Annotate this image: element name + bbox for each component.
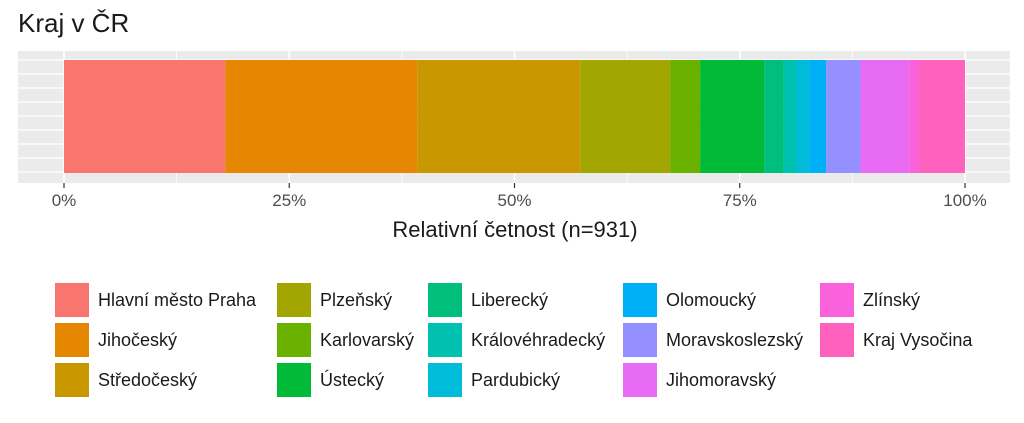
bar-segment — [826, 60, 861, 173]
legend-label: Plzeňský — [320, 289, 393, 310]
chart-plot: 0% 25% 50% 75% 100% Relativní četnost (n=931… — [18, 51, 1010, 242]
legend-swatch — [623, 363, 657, 397]
legend-item: Hlavní město Praha — [55, 281, 256, 319]
legend-swatch — [623, 323, 657, 357]
legend-label: Liberecký — [471, 289, 549, 310]
bar-segment — [580, 60, 671, 173]
chart-title: Kraj v ČR — [18, 8, 130, 38]
legend-label: Královéhradecký — [471, 329, 606, 350]
bar-segment — [64, 60, 226, 173]
legend-item: Jihočeský — [55, 321, 177, 359]
bar-segment — [860, 60, 910, 173]
legend-label: Moravskoslezský — [666, 329, 804, 350]
legend-label: Karlovarský — [320, 329, 415, 350]
legend-label: Pardubický — [471, 369, 561, 390]
bar-segment — [225, 60, 418, 173]
legend-swatch — [277, 283, 311, 317]
bar-segment — [909, 60, 920, 173]
legend-item: Olomoucký — [623, 281, 756, 319]
x-tick-label: 75% — [723, 191, 757, 210]
legend-label: Olomoucký — [666, 289, 757, 310]
legend-label: Kraj Vysočina — [863, 329, 973, 350]
bar-segment — [417, 60, 581, 173]
legend-swatch — [428, 323, 462, 357]
bar-segments — [64, 60, 965, 173]
x-tick-label: 100% — [943, 191, 986, 210]
x-axis-label: Relativní četnost (n=931) — [392, 217, 637, 242]
legend-label: Středočeský — [98, 369, 198, 390]
legend-item: Karlovarský — [277, 321, 414, 359]
legend-label: Jihočeský — [98, 329, 178, 350]
legend-item: Plzeňský — [277, 281, 392, 319]
bar-segment — [700, 60, 765, 173]
legend: Hlavní město Praha Jihočeský Středočeský Pl… — [55, 281, 1015, 401]
bar-segment — [783, 60, 797, 173]
legend-label: Jihomoravský — [666, 369, 777, 390]
legend-label: Hlavní město Praha — [98, 289, 257, 310]
x-axis-ticks: 0% 25% 50% 75% 100% — [52, 183, 987, 210]
legend-item: Jihomoravský — [623, 361, 776, 399]
legend-item: Středočeský — [55, 361, 197, 399]
bar-segment — [809, 60, 827, 173]
legend-item: Liberecký — [428, 281, 548, 319]
bar-segment — [796, 60, 810, 173]
legend-swatch — [820, 323, 854, 357]
legend-label: Zlínský — [863, 289, 921, 310]
legend-swatch — [277, 323, 311, 357]
legend-item: Zlínský — [820, 281, 920, 319]
legend-item: Ústecký — [277, 361, 384, 399]
legend-swatch — [820, 283, 854, 317]
legend-item: Kraj Vysočina — [820, 321, 972, 359]
legend-swatch — [55, 363, 89, 397]
legend-swatch — [277, 363, 311, 397]
legend-item: Pardubický — [428, 361, 560, 399]
bar-segment — [919, 60, 965, 173]
legend-item: Moravskoslezský — [623, 321, 803, 359]
x-tick-label: 0% — [52, 191, 77, 210]
legend-item: Královéhradecký — [428, 321, 605, 359]
legend-swatch — [428, 363, 462, 397]
bar-segment — [670, 60, 701, 173]
legend-label: Ústecký — [320, 369, 385, 390]
legend-swatch — [623, 283, 657, 317]
x-tick-label: 50% — [497, 191, 531, 210]
x-tick-label: 25% — [272, 191, 306, 210]
legend-swatch — [55, 323, 89, 357]
legend-swatch — [55, 283, 89, 317]
bar-segment — [764, 60, 784, 173]
legend-swatch — [428, 283, 462, 317]
